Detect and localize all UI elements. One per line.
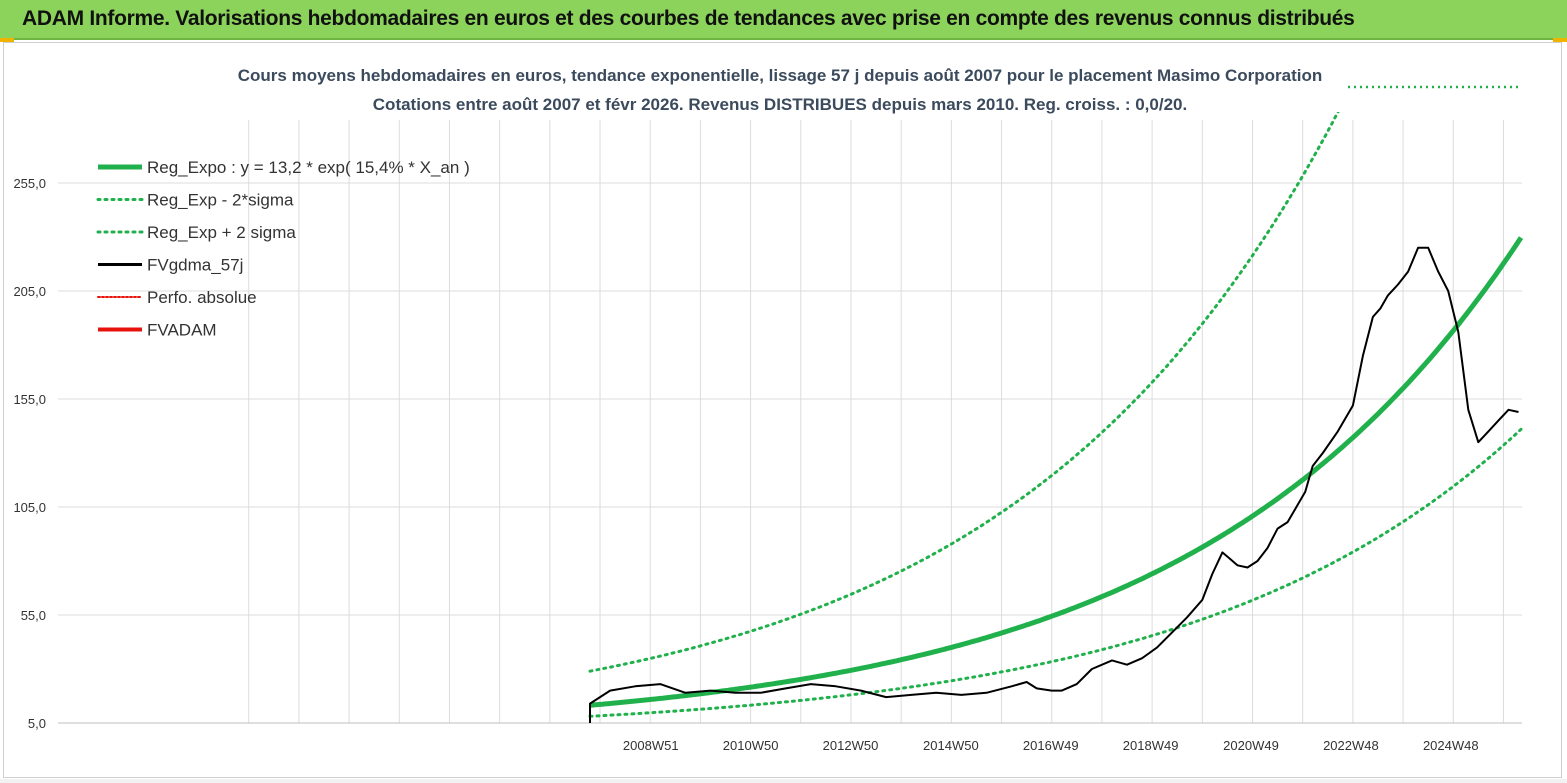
x-tick-label: 2014W50 xyxy=(923,738,979,753)
series-line xyxy=(589,246,1519,723)
y-tick-label: 105,0 xyxy=(13,500,46,515)
corner-accent-left xyxy=(0,38,14,42)
y-axis: 5,0 55,0 105,0 155,0 205,0 255,0 xyxy=(13,176,46,731)
x-tick-label: 2024W48 xyxy=(1423,738,1479,753)
chart-subtitle: Cotations entre août 2007 et févr 2026. … xyxy=(373,95,1187,114)
curves xyxy=(588,112,1524,723)
series-line xyxy=(588,427,1523,718)
legend: Reg_Expo : y = 13,2 * exp( 15,4% * X_an … xyxy=(96,158,470,340)
banner: ADAM Informe. Valorisations hebdomadaire… xyxy=(0,0,1567,40)
x-axis: 2008W51 2010W50 2012W50 2014W50 2016W49 2018W… xyxy=(623,738,1479,753)
series-line xyxy=(589,236,1524,708)
x-tick-label: 2008W51 xyxy=(623,738,679,753)
y-tick-label: 155,0 xyxy=(13,392,46,407)
x-tick-label: 2022W48 xyxy=(1323,738,1379,753)
x-tick-label: 2020W49 xyxy=(1223,738,1279,753)
y-tick-label: 55,0 xyxy=(21,608,46,623)
legend-label: FVgdma_57j xyxy=(147,256,243,275)
legend-label: Reg_Exp - 2*sigma xyxy=(147,191,294,210)
legend-label: FVADAM xyxy=(147,321,217,340)
bottom-strip xyxy=(0,779,1567,783)
legend-label: Perfo. absolue xyxy=(147,288,257,307)
page-title: ADAM Informe. Valorisations hebdomadaire… xyxy=(22,7,1355,30)
y-tick-label: 5,0 xyxy=(28,716,46,731)
corner-accent-right xyxy=(1553,38,1567,42)
x-tick-label: 2018W49 xyxy=(1123,738,1179,753)
x-tick-label: 2012W50 xyxy=(823,738,879,753)
x-tick-label: 2010W50 xyxy=(723,738,779,753)
legend-label: Reg_Exp + 2 sigma xyxy=(147,223,296,242)
legend-label: Reg_Expo : y = 13,2 * exp( 15,4% * X_an … xyxy=(147,158,470,177)
chart-title: Cours moyens hebdomadaires en euros, ten… xyxy=(238,66,1323,85)
x-tick-label: 2016W49 xyxy=(1023,738,1079,753)
chart-frame xyxy=(3,42,1562,778)
y-tick-label: 205,0 xyxy=(13,284,46,299)
grid xyxy=(58,120,1522,724)
series-line xyxy=(588,112,1340,673)
y-tick-label: 255,0 xyxy=(13,176,46,191)
